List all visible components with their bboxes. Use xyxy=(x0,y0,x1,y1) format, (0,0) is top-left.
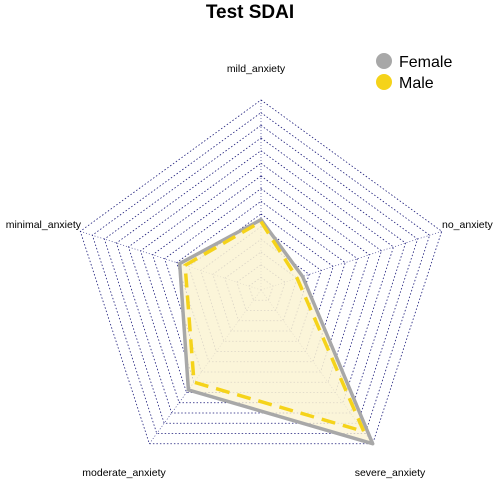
grid-ring xyxy=(103,124,419,424)
legend-marker-male xyxy=(376,74,392,90)
legend-label-female: Female xyxy=(399,54,452,71)
axis-label-minimal-anxiety: minimal_anxiety xyxy=(6,219,82,231)
axis-label-no-anxiety: no_anxiety xyxy=(442,219,494,231)
axis-label-moderate-anxiety: moderate_anxiety xyxy=(82,467,166,479)
legend: Female Male xyxy=(376,53,452,92)
series-layer xyxy=(177,217,375,446)
legend-marker-female xyxy=(376,53,392,69)
chart-title: Test SDAI xyxy=(206,2,294,23)
series-male xyxy=(183,219,366,434)
axis-label-severe-anxiety: severe_anxiety xyxy=(355,467,426,479)
series-female xyxy=(177,217,375,446)
legend-label-male: Male xyxy=(399,75,434,92)
grid-ring xyxy=(212,238,310,332)
axis-labels: mild_anxiety no_anxiety severe_anxiety m… xyxy=(6,63,494,479)
grid-ring xyxy=(91,112,431,434)
grid-ring xyxy=(79,99,443,445)
axis-label-mild-anxiety: mild_anxiety xyxy=(227,63,286,75)
grid-ring xyxy=(176,200,346,363)
